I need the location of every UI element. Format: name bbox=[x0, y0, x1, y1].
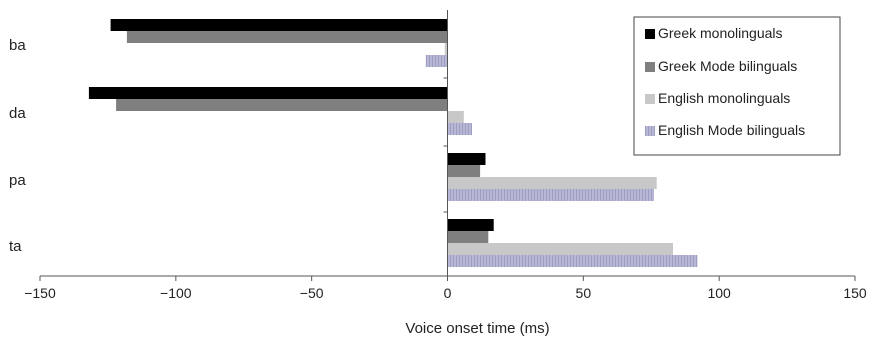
legend-swatch-3 bbox=[645, 94, 655, 104]
bar-ta-4 bbox=[447, 255, 698, 267]
bar-ta-2 bbox=[447, 231, 489, 243]
x-tick-label: −50 bbox=[300, 285, 324, 301]
axes: −150 −100 −50 0 50 100 150 ba da pa ta bbox=[9, 10, 867, 301]
legend-label-4: English Mode bilinguals bbox=[658, 122, 805, 138]
bar-da-1 bbox=[88, 87, 448, 99]
legend-swatch-4 bbox=[645, 126, 655, 136]
bar-ta-1 bbox=[447, 219, 494, 231]
x-tick-label: 0 bbox=[444, 285, 452, 301]
x-tick-label: 100 bbox=[707, 285, 731, 301]
legend: Greek monolinguals Greek Mode bilinguals E… bbox=[633, 16, 841, 156]
category-label-da: da bbox=[9, 105, 26, 122]
bar-ta-3 bbox=[447, 243, 673, 255]
x-tick-label: −100 bbox=[160, 285, 192, 301]
bar-ba-3 bbox=[444, 43, 448, 55]
category-label-ba: ba bbox=[9, 37, 26, 54]
legend-label-2: Greek Mode bilinguals bbox=[658, 58, 797, 74]
legend-box bbox=[633, 16, 841, 156]
category-label-ta: ta bbox=[9, 238, 22, 255]
legend-label-1: Greek monolinguals bbox=[658, 25, 783, 41]
legend-swatch-2 bbox=[645, 62, 655, 72]
legend-label-3: English monolinguals bbox=[658, 90, 790, 106]
x-tick-label: 150 bbox=[843, 285, 867, 301]
legend-swatch-1 bbox=[645, 29, 655, 39]
plot-area bbox=[88, 19, 698, 267]
category-label-pa: pa bbox=[9, 172, 26, 189]
bar-ba-2 bbox=[126, 31, 448, 43]
bar-da-4 bbox=[447, 123, 472, 135]
bar-pa-2 bbox=[447, 165, 481, 177]
bar-pa-3 bbox=[447, 177, 657, 189]
x-tick-label: 50 bbox=[576, 285, 592, 301]
bar-pa-1 bbox=[447, 153, 486, 165]
bar-ba-4 bbox=[425, 55, 448, 67]
x-tick-label: −150 bbox=[24, 285, 56, 301]
bar-pa-4 bbox=[447, 189, 654, 201]
bar-da-3 bbox=[447, 111, 464, 123]
bar-da-2 bbox=[116, 99, 448, 111]
bar-ba-1 bbox=[110, 19, 448, 31]
x-axis-title: Voice onset time (ms) bbox=[405, 320, 549, 337]
